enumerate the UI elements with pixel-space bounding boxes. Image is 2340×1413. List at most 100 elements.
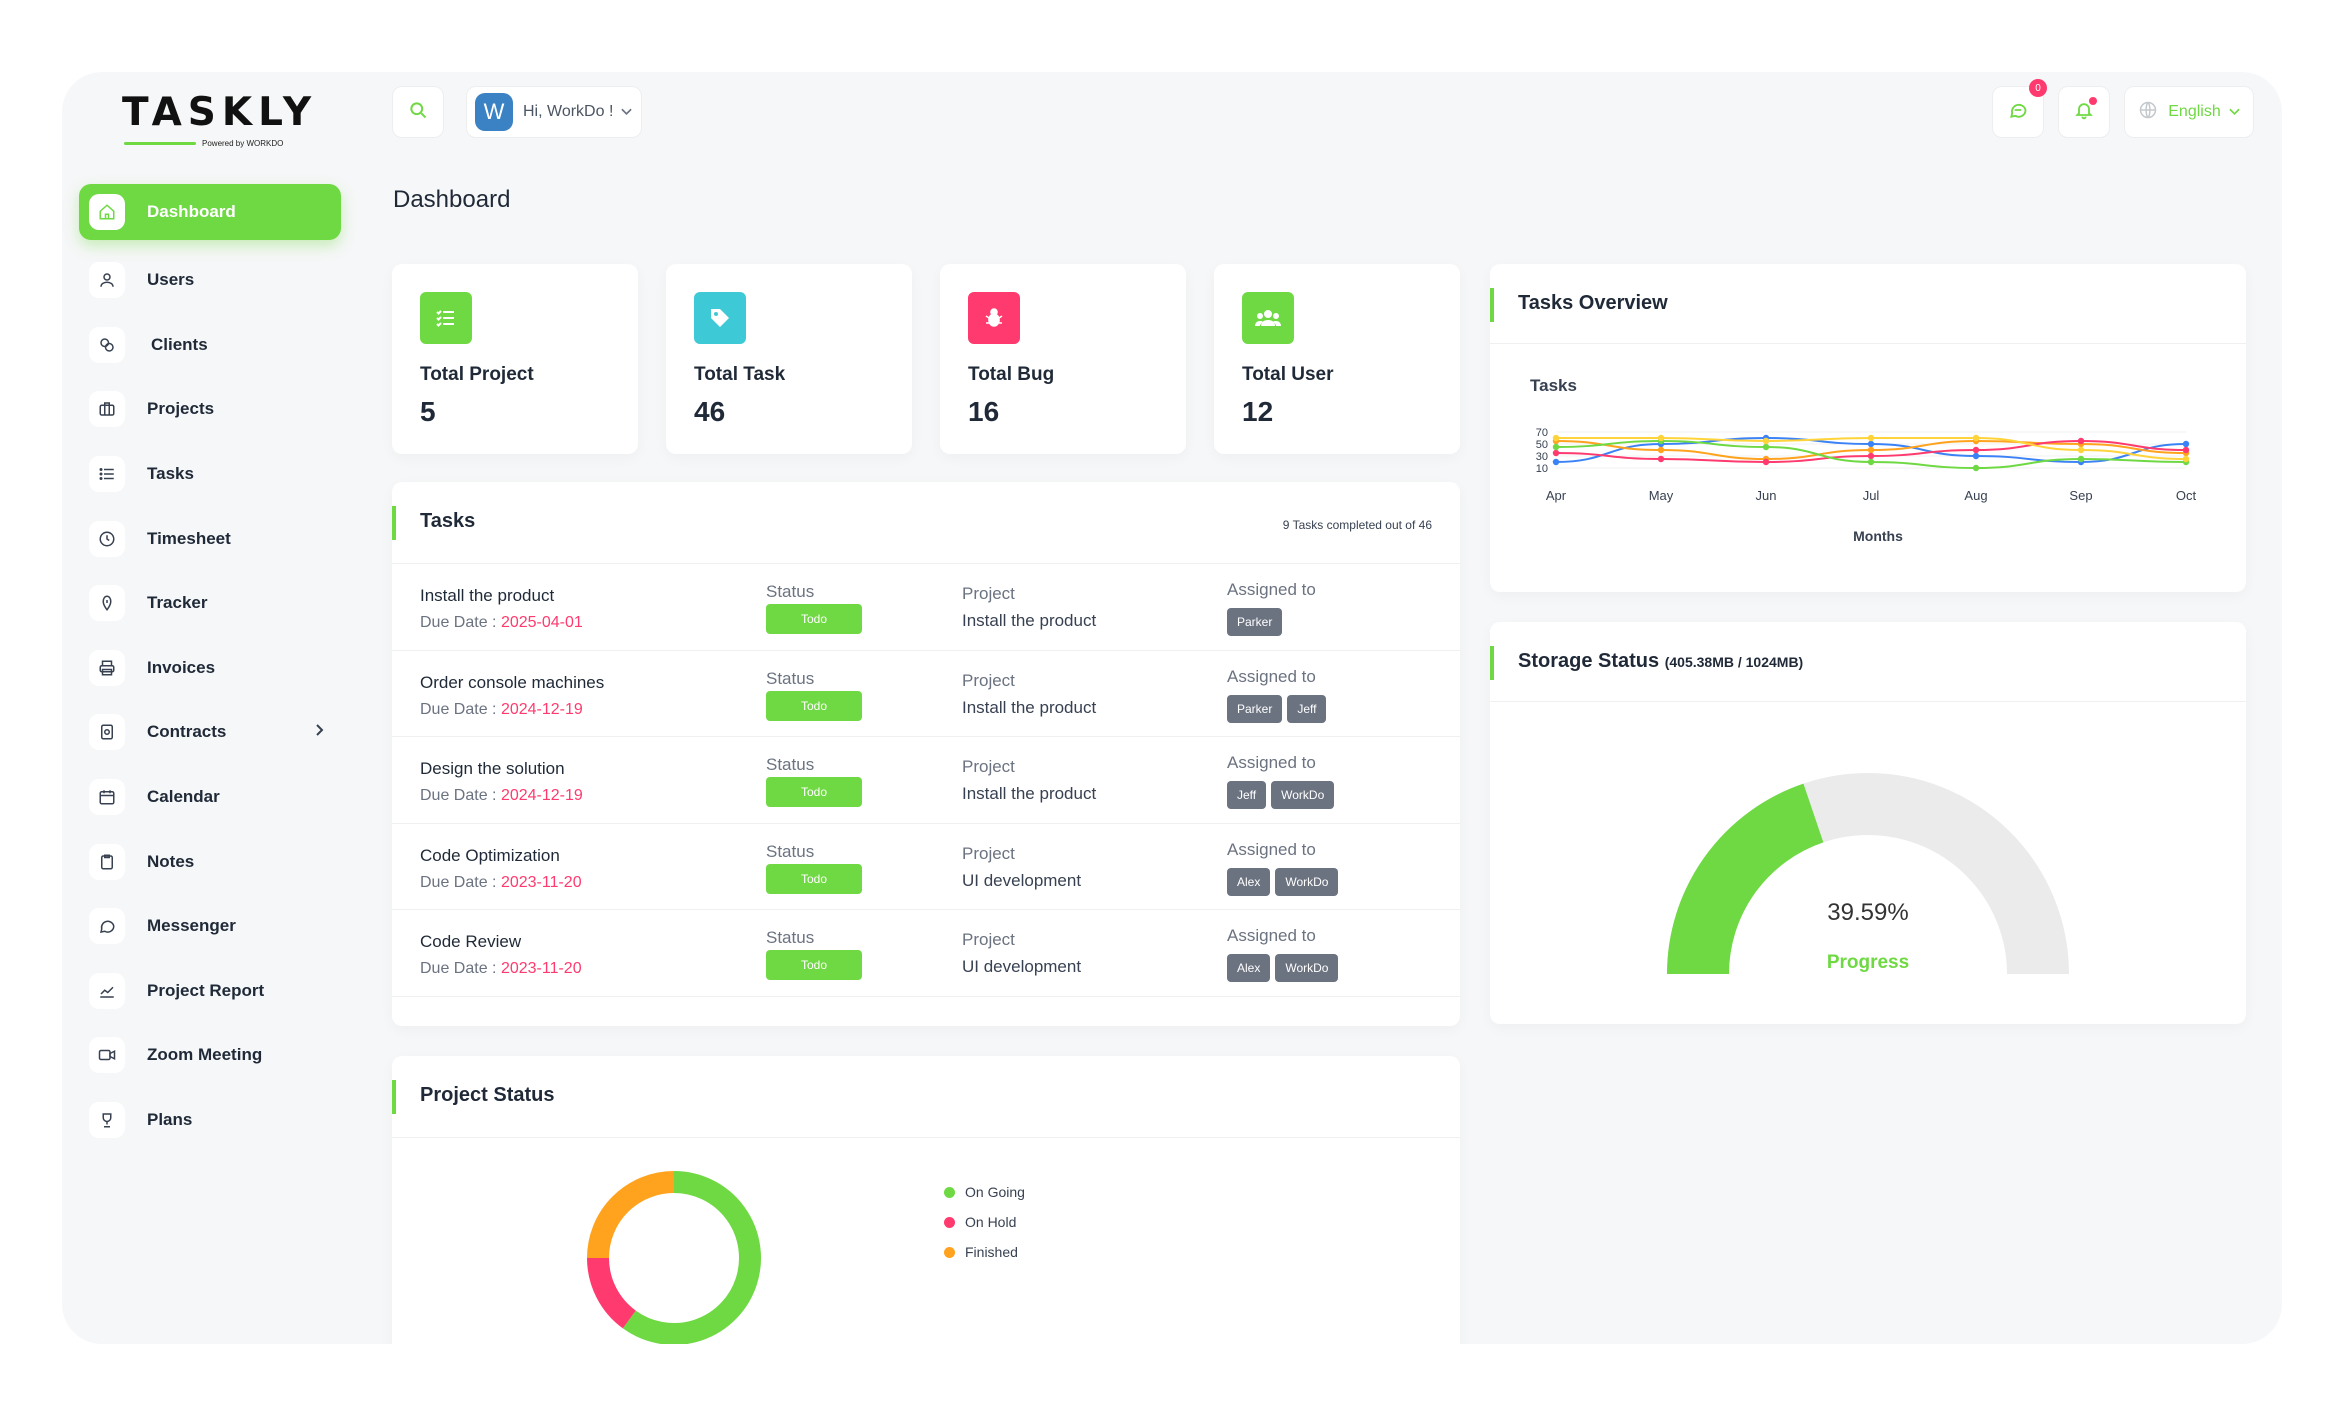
series-point[interactable] xyxy=(1762,458,1770,466)
status-label: Status xyxy=(766,841,815,861)
series-point[interactable] xyxy=(2077,437,2085,445)
stat-card-total-task[interactable]: Total Task 46 xyxy=(666,264,912,454)
series-point[interactable] xyxy=(1762,437,1770,445)
stat-card-total-user[interactable]: Total User 12 xyxy=(1214,264,1460,454)
sidebar-item-label: Zoom Meeting xyxy=(147,1045,263,1065)
sidebar-item-project-report[interactable]: Project Report xyxy=(79,959,341,1024)
assignee-chip[interactable]: Alex xyxy=(1227,867,1271,896)
sidebar-item-timesheet[interactable]: Timesheet xyxy=(79,506,341,571)
sidebar-item-label: Users xyxy=(147,270,195,290)
sidebar-item-users[interactable]: Users xyxy=(79,248,341,313)
messages-button[interactable]: 0 xyxy=(1992,79,2047,138)
sidebar-item-projects[interactable]: Projects xyxy=(79,377,341,442)
task-name: Design the solution xyxy=(420,759,565,778)
video-icon xyxy=(89,1037,125,1074)
status-badge: Todo xyxy=(766,950,862,980)
table-row[interactable]: Code Review Due Date : 2023-11-20 Status… xyxy=(392,910,1460,997)
y-tick-label: 10 xyxy=(1536,463,1548,475)
series-point[interactable] xyxy=(1972,464,1980,472)
series-point[interactable] xyxy=(1972,452,1980,460)
storage-status-card: Storage Status (405.38MB / 1024MB) 39.59… xyxy=(1490,622,2246,1024)
tracker-icon xyxy=(89,585,125,622)
series-point[interactable] xyxy=(1552,434,1560,442)
series-point[interactable] xyxy=(2077,446,2085,454)
search-button[interactable] xyxy=(392,86,444,138)
series-point[interactable] xyxy=(1867,458,1875,466)
sidebar-item-messenger[interactable]: Messenger xyxy=(79,894,341,959)
stat-card-total-bug[interactable]: Total Bug 16 xyxy=(940,264,1186,454)
language-selector[interactable]: English xyxy=(2124,86,2254,138)
series-point[interactable] xyxy=(1867,434,1875,442)
legend-item-finished[interactable]: Finished xyxy=(944,1244,1018,1260)
clipboard-icon xyxy=(89,843,125,880)
gauge-fill xyxy=(1667,783,1825,974)
brand-logo[interactable]: TASKLY Powered by WORKDO xyxy=(122,90,322,150)
series-point[interactable] xyxy=(1657,446,1665,454)
due-date: 2023-11-20 xyxy=(500,873,582,891)
sidebar-item-calendar[interactable]: Calendar xyxy=(79,765,341,830)
assignee-list: Alex WorkDo xyxy=(1227,867,1339,896)
series-point[interactable] xyxy=(1867,446,1875,454)
sidebar-item-clients[interactable]: Clients xyxy=(79,313,341,378)
series-point[interactable] xyxy=(1552,449,1560,457)
assignee-chip[interactable]: WorkDo xyxy=(1275,867,1339,896)
avatar: W xyxy=(475,93,513,131)
series-point[interactable] xyxy=(1762,443,1770,451)
series-point[interactable] xyxy=(2077,455,2085,463)
assignee-chip[interactable]: Parker xyxy=(1227,694,1283,723)
legend-item-on-going[interactable]: On Going xyxy=(944,1184,1025,1200)
table-row[interactable]: Install the product Due Date : 2025-04-0… xyxy=(392,564,1460,651)
sidebar-item-contracts[interactable]: Contracts xyxy=(79,700,341,765)
search-icon xyxy=(408,100,428,125)
table-row[interactable]: Order console machines Due Date : 2024-1… xyxy=(392,651,1460,737)
sidebar-item-tasks[interactable]: Tasks xyxy=(79,442,341,507)
storage-title: Storage Status xyxy=(1518,650,1660,672)
tasks-overview-header: Tasks Overview xyxy=(1490,264,2246,344)
series-point[interactable] xyxy=(2182,455,2190,463)
project-name: UI development xyxy=(962,870,1082,890)
sidebar-item-label: Contracts xyxy=(147,722,227,742)
assignee-chip[interactable]: Jeff xyxy=(1227,781,1267,809)
sidebar-item-zoom-meeting[interactable]: Zoom Meeting xyxy=(79,1023,341,1088)
project-name: Install the product xyxy=(962,611,1097,630)
user-menu-button[interactable]: W Hi, WorkDo ! xyxy=(466,86,642,138)
sidebar-item-label: Projects xyxy=(147,399,215,419)
donut-slice-on-hold[interactable] xyxy=(587,1257,637,1329)
chart-icon xyxy=(89,972,125,1009)
handshake-icon xyxy=(89,326,125,363)
sidebar-item-tracker[interactable]: Tracker xyxy=(79,571,341,636)
series-point[interactable] xyxy=(2182,446,2190,454)
series-point[interactable] xyxy=(1657,434,1665,442)
stat-value: 16 xyxy=(968,396,1000,427)
donut-slice-finished[interactable] xyxy=(587,1171,675,1259)
series-point[interactable] xyxy=(1972,434,1980,442)
assignee-chip[interactable]: Jeff xyxy=(1287,694,1327,723)
x-tick-label: Jun xyxy=(1756,488,1777,503)
due-date: 2025-04-01 xyxy=(500,614,583,631)
table-row[interactable]: Design the solution Due Date : 2024-12-1… xyxy=(392,737,1460,824)
series-point[interactable] xyxy=(1867,452,1875,460)
series-point[interactable] xyxy=(1657,455,1665,463)
assignee-chip[interactable]: WorkDo xyxy=(1271,781,1335,809)
assignee-chip[interactable]: Alex xyxy=(1227,954,1271,982)
sidebar-item-dashboard[interactable]: Dashboard xyxy=(79,184,341,240)
notifications-button[interactable] xyxy=(2058,86,2110,138)
brand-tagline: Powered by WORKDO xyxy=(202,139,284,148)
due-label: Due Date : xyxy=(420,787,501,804)
sidebar-item-plans[interactable]: Plans xyxy=(79,1088,341,1153)
sidebar-item-notes[interactable]: Notes xyxy=(79,829,341,894)
series-point[interactable] xyxy=(1552,458,1560,466)
table-row[interactable]: Code Optimization Due Date : 2023-11-20 … xyxy=(392,824,1460,910)
donut-slice-on-going[interactable] xyxy=(622,1171,761,1344)
series-point[interactable] xyxy=(1867,440,1875,448)
series-point[interactable] xyxy=(1972,446,1980,454)
stat-card-total-project[interactable]: Total Project 5 xyxy=(392,264,638,454)
assignee-chip[interactable]: WorkDo xyxy=(1275,954,1339,982)
storage-gauge-chart xyxy=(1667,773,2069,974)
series-point[interactable] xyxy=(2182,440,2190,448)
assignee-chip[interactable]: Parker xyxy=(1227,608,1283,636)
legend-item-on-hold[interactable]: On Hold xyxy=(944,1214,1016,1230)
sidebar-item-invoices[interactable]: Invoices xyxy=(79,636,341,701)
series-point[interactable] xyxy=(1552,443,1560,451)
